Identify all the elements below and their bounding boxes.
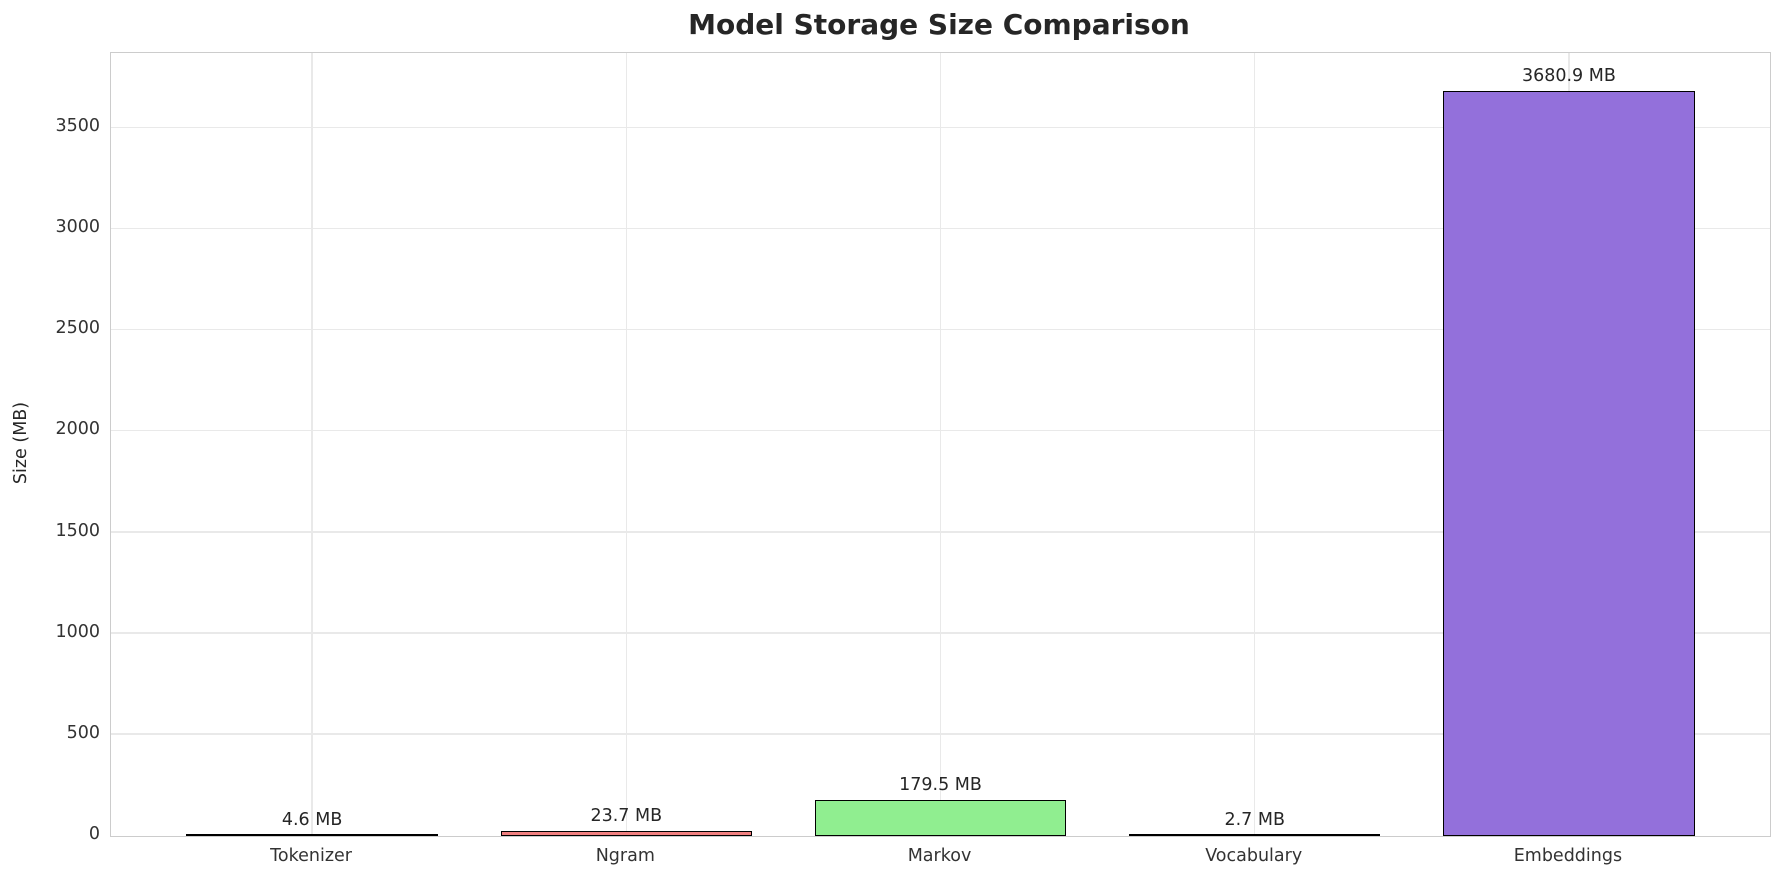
bar-value-label-markov: 179.5 MB (899, 774, 982, 795)
chart-title: Model Storage Size Comparison (688, 8, 1190, 41)
x-tick-label-tokenizer: Tokenizer (270, 846, 352, 866)
x-tick-label-embeddings: Embeddings (1513, 846, 1623, 866)
y-tick-label-3000: 3000 (55, 217, 100, 238)
bar-markov (814, 799, 1067, 836)
bar-value-label-vocabulary: 2.7 MB (1224, 810, 1285, 830)
y-tick-label-1000: 1000 (55, 621, 100, 642)
bar-value-label-ngram: 23.7 MB (590, 806, 663, 827)
y-tick-label-2000: 2000 (55, 419, 100, 440)
bar-ngram (500, 831, 752, 836)
y-tick-label-0: 0 (88, 824, 100, 844)
y-tick-label-1500: 1500 (55, 520, 100, 541)
y-tick-label-2500: 2500 (55, 318, 100, 339)
bar-vocabulary (1129, 834, 1381, 836)
y-axis-label: Size (MB) (11, 401, 31, 485)
plot-area: 4.6 MB 23.7 MB 179.5 MB 2.7 MB 3680.9 MB (110, 52, 1771, 837)
gridline-vertical-tokenizer (311, 53, 313, 836)
bar-value-label-embeddings: 3680.9 MB (1521, 66, 1616, 87)
bar-value-label-tokenizer: 4.6 MB (281, 810, 343, 830)
x-tick-label-ngram: Ngram (595, 846, 655, 866)
gridline-vertical-markov (939, 53, 942, 836)
y-tick-label-500: 500 (66, 722, 100, 743)
bar-tokenizer (186, 834, 438, 836)
gridline-vertical-ngram (625, 53, 628, 836)
y-tick-label-3500: 3500 (55, 116, 100, 137)
x-tick-label-vocabulary: Vocabulary (1205, 846, 1303, 866)
x-tick-label-markov: Markov (907, 846, 972, 866)
gridline-vertical-vocabulary (1253, 53, 1256, 836)
bar-embeddings (1443, 91, 1695, 836)
